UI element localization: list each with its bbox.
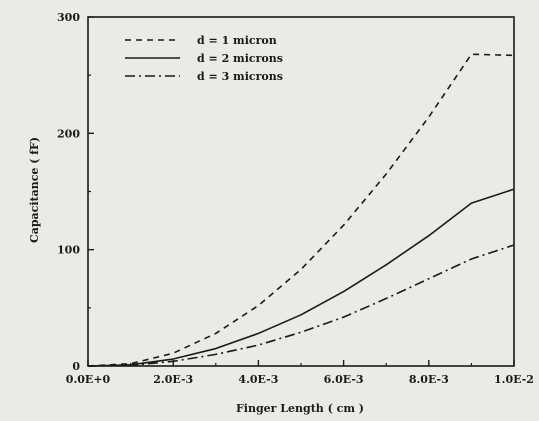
y-axis-label: Capacitance ( fF) [28,137,41,243]
x-tick-label: 6.0E-3 [324,373,364,386]
x-tick-label: 1.0E-2 [494,373,534,386]
y-tick-label: 100 [57,244,80,257]
x-tick-label: 2.0E-3 [153,373,193,386]
x-tick-label: 4.0E-3 [238,373,278,386]
series-line-2 [87,188,515,367]
series-layer [87,53,515,367]
y-tick-label: 300 [57,11,80,24]
x-tick-label: 0.0E+0 [66,373,111,386]
plot-frame [87,16,515,367]
legend-label-1: d = 1 micron [197,34,277,47]
x-axis-label: Finger Length ( cm ) [236,402,364,415]
legend-label-3: d = 3 microns [197,70,283,83]
y-tick-label: 200 [57,127,80,140]
series-line-1 [87,53,515,367]
legend: d = 1 micron d = 2 microns d = 3 microns [125,34,283,83]
series-line-3 [87,244,515,367]
x-tick-label: 8.0E-3 [409,373,449,386]
legend-label-2: d = 2 microns [197,52,283,65]
y-tick-label: 0 [72,360,80,373]
